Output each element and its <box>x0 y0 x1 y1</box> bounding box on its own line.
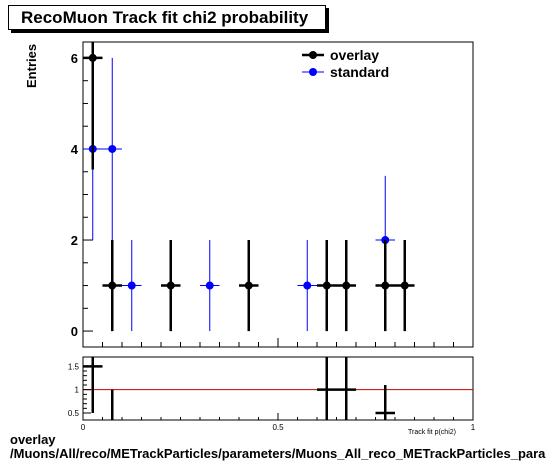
title-box: RecoMuon Track fit chi2 probability <box>8 5 326 30</box>
x-axis-label: Track fit p(chi2) <box>408 429 456 436</box>
ratio-x-tick-label: 1 <box>471 423 476 432</box>
main-overlay-point <box>166 281 175 290</box>
ratio-x-tick-label: 0.5 <box>272 423 284 432</box>
ratio-y-tick-label: 1.5 <box>68 362 80 371</box>
footer-line-1: overlay <box>10 432 56 447</box>
ratio-y-tick-label: 1 <box>75 386 80 395</box>
ratio-x-tick-label: 0 <box>81 423 86 432</box>
main-overlay-point <box>381 281 390 290</box>
main-overlay-point <box>88 53 97 62</box>
main-standard-point <box>108 144 117 153</box>
main-overlay-point <box>322 281 331 290</box>
main-plot-frame <box>82 41 474 348</box>
main-standard-point <box>127 281 136 290</box>
legend-label-standard: standard <box>330 64 389 80</box>
y-tick-label: 0 <box>71 324 78 339</box>
legend-label-overlay: overlay <box>330 47 379 63</box>
legend-marker-standard <box>309 68 317 76</box>
main-overlay-point <box>400 281 409 290</box>
main-overlay-point <box>108 281 117 290</box>
y-tick-label: 2 <box>71 233 78 248</box>
ratio-y-tick-label: 0.5 <box>68 409 80 418</box>
main-overlay-point <box>342 281 351 290</box>
y-tick-label: 6 <box>71 51 78 66</box>
main-standard-point <box>303 281 312 290</box>
chart-title: RecoMuon Track fit chi2 probability <box>21 8 309 27</box>
ratio-plot-frame <box>82 356 474 421</box>
main-overlay-point <box>244 281 253 290</box>
legend-marker-overlay <box>309 51 317 59</box>
footer-line-2: /Muons/All/reco/METrackParticles/paramet… <box>10 446 546 461</box>
main-standard-point <box>205 281 214 290</box>
y-tick-label: 4 <box>71 142 79 157</box>
